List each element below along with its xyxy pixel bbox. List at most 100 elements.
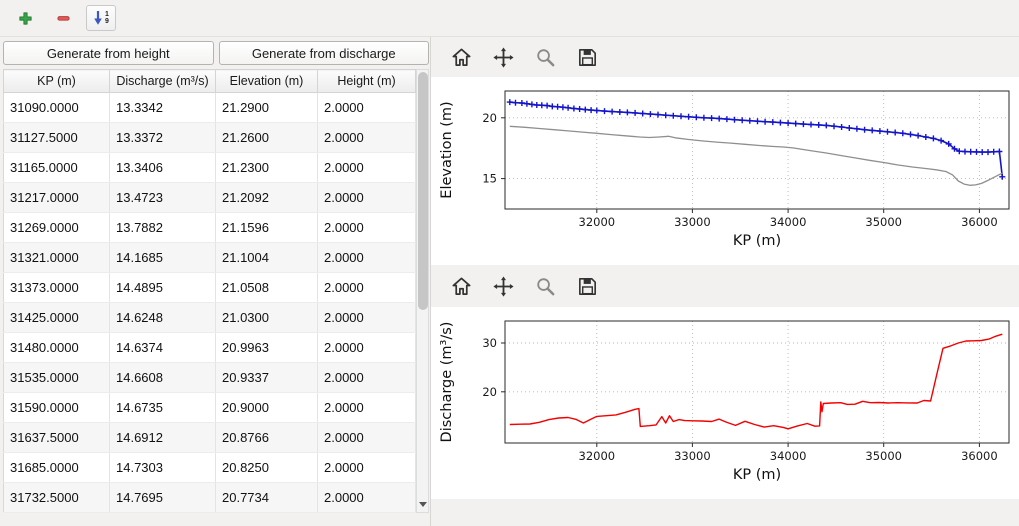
table-cell[interactable]: 21.2300: [215, 152, 318, 183]
table-cell[interactable]: 14.6374: [109, 332, 216, 363]
table-cell[interactable]: 31373.0000: [3, 272, 110, 303]
table-cell[interactable]: 2.0000: [317, 92, 416, 123]
save-button[interactable]: [571, 271, 603, 301]
column-header[interactable]: Discharge (m³/s): [109, 69, 216, 93]
table-cell[interactable]: 31269.0000: [3, 212, 110, 243]
column-header[interactable]: Elevation (m): [215, 69, 318, 93]
elevation-plot[interactable]: 32000 33000 34000 35000 36000 15 20 KP (m) Eleva…: [431, 77, 1019, 265]
table-row[interactable]: 31373.0000 14.4895 21.0508 2.0000: [3, 272, 416, 303]
table-cell[interactable]: 13.3406: [109, 152, 216, 183]
table-cell[interactable]: 31480.0000: [3, 332, 110, 363]
table-cell[interactable]: 31321.0000: [3, 242, 110, 273]
generate-from-discharge-button[interactable]: Generate from discharge: [218, 41, 429, 65]
table-cell[interactable]: 14.6735: [109, 392, 216, 423]
table-cell[interactable]: 14.6248: [109, 302, 216, 333]
table-row[interactable]: 31425.0000 14.6248 21.0300 2.0000: [3, 302, 416, 333]
table-cell[interactable]: 21.0508: [215, 272, 318, 303]
table-cell[interactable]: 21.2600: [215, 122, 318, 153]
table-cell[interactable]: 31590.0000: [3, 392, 110, 423]
table-cell[interactable]: 2.0000: [317, 452, 416, 483]
add-row-button[interactable]: [10, 5, 40, 31]
scroll-down-button[interactable]: [417, 497, 429, 511]
table-cell[interactable]: 2.0000: [317, 302, 416, 333]
table-cell[interactable]: 2.0000: [317, 182, 416, 213]
table-row[interactable]: 31637.5000 14.6912 20.8766 2.0000: [3, 422, 416, 453]
x-axis-label: KP (m): [733, 233, 781, 249]
table-cell[interactable]: 20.8766: [215, 422, 318, 453]
table-cell[interactable]: 2.0000: [317, 212, 416, 243]
table-cell[interactable]: 14.4895: [109, 272, 216, 303]
table-cell[interactable]: 14.6912: [109, 422, 216, 453]
vertical-scrollbar[interactable]: [416, 69, 429, 513]
table-cell[interactable]: 14.7303: [109, 452, 216, 483]
remove-row-button[interactable]: [48, 5, 78, 31]
table-cell[interactable]: 31685.0000: [3, 452, 110, 483]
axes-frame: [504, 90, 1010, 210]
column-header[interactable]: KP (m): [3, 69, 110, 93]
zoom-button[interactable]: [529, 271, 561, 301]
table-cell[interactable]: 14.1685: [109, 242, 216, 273]
x-tick-label: 35000: [865, 449, 902, 463]
table-row[interactable]: 31090.0000 13.3342 21.2900 2.0000: [3, 92, 416, 123]
table-row[interactable]: 31480.0000 14.6374 20.9963 2.0000: [3, 332, 416, 363]
table-row[interactable]: 31165.0000 13.3406 21.2300 2.0000: [3, 152, 416, 183]
pan-button[interactable]: [487, 271, 519, 301]
table-cell[interactable]: 31732.5000: [3, 482, 110, 513]
table-cell[interactable]: 2.0000: [317, 332, 416, 363]
table-row[interactable]: 31321.0000 14.1685 21.1004 2.0000: [3, 242, 416, 273]
x-tick-label: 33000: [674, 215, 711, 229]
discharge-plot[interactable]: 32000 33000 34000 35000 36000 20 30 KP (m) Disch…: [431, 307, 1019, 499]
generate-from-height-button[interactable]: Generate from height: [3, 41, 214, 65]
table-row[interactable]: 31732.5000 14.7695 20.7734 2.0000: [3, 482, 416, 513]
table-cell[interactable]: 20.9000: [215, 392, 318, 423]
table-cell[interactable]: 31090.0000: [3, 92, 110, 123]
table-cell[interactable]: 13.3372: [109, 122, 216, 153]
table-cell[interactable]: 21.0300: [215, 302, 318, 333]
table-row[interactable]: 31535.0000 14.6608 20.9337 2.0000: [3, 362, 416, 393]
pan-icon: [492, 275, 514, 297]
table-cell[interactable]: 21.1004: [215, 242, 318, 273]
table-cell[interactable]: 2.0000: [317, 272, 416, 303]
home-icon: [451, 47, 471, 66]
table-cell[interactable]: 2.0000: [317, 122, 416, 153]
table-cell[interactable]: 31165.0000: [3, 152, 110, 183]
zoom-button[interactable]: [529, 42, 561, 72]
table-cell[interactable]: 2.0000: [317, 482, 416, 513]
table-cell[interactable]: 21.1596: [215, 212, 318, 243]
table-cell[interactable]: 13.4723: [109, 182, 216, 213]
table-row[interactable]: 31590.0000 14.6735 20.9000 2.0000: [3, 392, 416, 423]
sort-rows-button[interactable]: 1 9: [86, 5, 116, 31]
table-cell[interactable]: 31425.0000: [3, 302, 110, 333]
table-cell[interactable]: 31535.0000: [3, 362, 110, 393]
table-cell[interactable]: 20.9337: [215, 362, 318, 393]
table-cell[interactable]: 2.0000: [317, 152, 416, 183]
table-cell[interactable]: 21.2900: [215, 92, 318, 123]
scrollbar-thumb[interactable]: [418, 72, 428, 310]
table-row[interactable]: 31685.0000 14.7303 20.8250 2.0000: [3, 452, 416, 483]
table-cell[interactable]: 20.9963: [215, 332, 318, 363]
table-cell[interactable]: 20.7734: [215, 482, 318, 513]
table-row[interactable]: 31269.0000 13.7882 21.1596 2.0000: [3, 212, 416, 243]
table-cell[interactable]: 2.0000: [317, 392, 416, 423]
data-table-area: KP (m) Discharge (m³/s) Elevation (m) Heigh…: [3, 69, 429, 513]
pan-button[interactable]: [487, 42, 519, 72]
home-button[interactable]: [445, 42, 477, 72]
table-cell[interactable]: 20.8250: [215, 452, 318, 483]
table-cell[interactable]: 31127.5000: [3, 122, 110, 153]
home-button[interactable]: [445, 271, 477, 301]
table-cell[interactable]: 2.0000: [317, 422, 416, 453]
table-cell[interactable]: 21.2092: [215, 182, 318, 213]
table-cell[interactable]: 31217.0000: [3, 182, 110, 213]
table-row[interactable]: 31217.0000 13.4723 21.2092 2.0000: [3, 182, 416, 213]
table-cell[interactable]: 13.3342: [109, 92, 216, 123]
table-row[interactable]: 31127.5000 13.3372 21.2600 2.0000: [3, 122, 416, 153]
table-cell[interactable]: 13.7882: [109, 212, 216, 243]
save-button[interactable]: [571, 42, 603, 72]
table-cell[interactable]: 14.7695: [109, 482, 216, 513]
column-header[interactable]: Height (m): [317, 69, 416, 93]
table-cell[interactable]: 2.0000: [317, 242, 416, 273]
table-cell[interactable]: 2.0000: [317, 362, 416, 393]
table-cell[interactable]: 31637.5000: [3, 422, 110, 453]
table-cell[interactable]: 14.6608: [109, 362, 216, 393]
magnifier-icon: [536, 48, 554, 66]
